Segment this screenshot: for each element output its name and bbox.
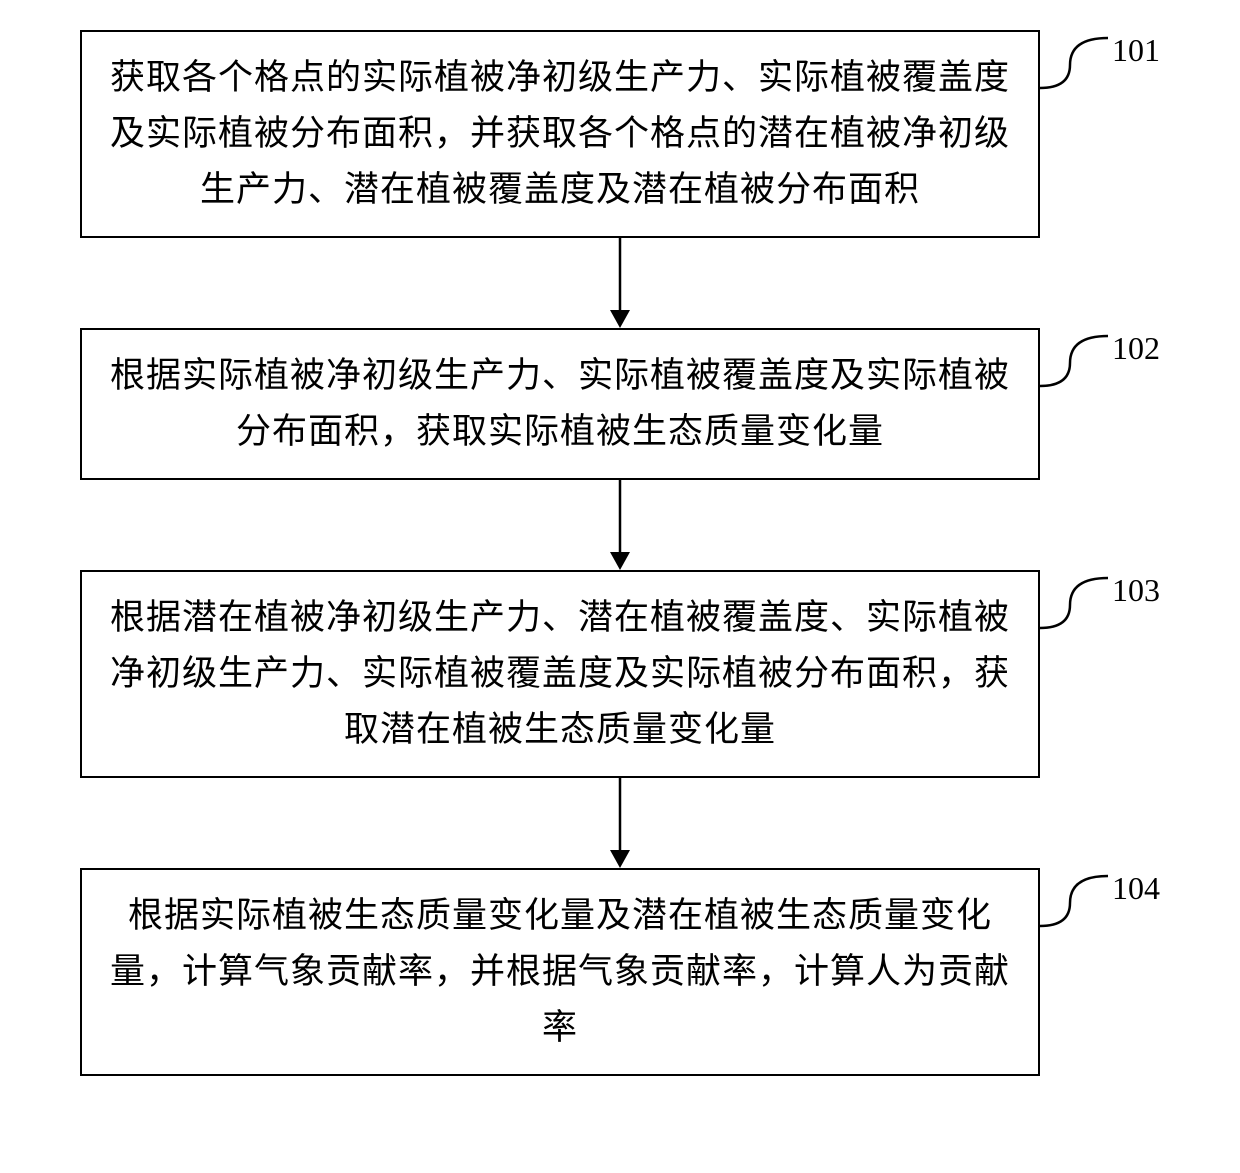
down-arrow-icon (600, 238, 640, 328)
step-text-103: 根据潜在植被净初级生产力、潜在植被覆盖度、实际植被净初级生产力、实际植被覆盖度及… (110, 590, 1010, 758)
bracket-group-102: 102 (1040, 328, 1160, 388)
flowchart-step-3: 根据潜在植被净初级生产力、潜在植被覆盖度、实际植被净初级生产力、实际植被覆盖度及… (80, 570, 1160, 778)
curly-bracket-icon (1040, 570, 1110, 630)
step-text-101: 获取各个格点的实际植被净初级生产力、实际植被覆盖度及实际植被分布面积，并获取各个… (110, 50, 1010, 218)
bracket-group-104: 104 (1040, 868, 1160, 928)
arrow-2 (140, 480, 1100, 570)
curly-bracket-icon (1040, 868, 1110, 928)
step-label-102: 102 (1110, 328, 1160, 367)
bracket-group-101: 101 (1040, 30, 1160, 90)
down-arrow-icon (600, 480, 640, 570)
down-arrow-icon (600, 778, 640, 868)
flowchart-step-2: 根据实际植被净初级生产力、实际植被覆盖度及实际植被分布面积，获取实际植被生态质量… (80, 328, 1160, 480)
curly-bracket-icon (1040, 328, 1110, 388)
step-label-104: 104 (1110, 868, 1160, 907)
step-text-102: 根据实际植被净初级生产力、实际植被覆盖度及实际植被分布面积，获取实际植被生态质量… (110, 348, 1010, 460)
step-box-101: 获取各个格点的实际植被净初级生产力、实际植被覆盖度及实际植被分布面积，并获取各个… (80, 30, 1040, 238)
flowchart-step-4: 根据实际植被生态质量变化量及潜在植被生态质量变化量，计算气象贡献率，并根据气象贡… (80, 868, 1160, 1076)
arrow-1 (140, 238, 1100, 328)
step-box-103: 根据潜在植被净初级生产力、潜在植被覆盖度、实际植被净初级生产力、实际植被覆盖度及… (80, 570, 1040, 778)
step-text-104: 根据实际植被生态质量变化量及潜在植被生态质量变化量，计算气象贡献率，并根据气象贡… (110, 888, 1010, 1056)
step-label-101: 101 (1110, 30, 1160, 69)
flowchart-container: 获取各个格点的实际植被净初级生产力、实际植被覆盖度及实际植被分布面积，并获取各个… (0, 30, 1240, 1076)
step-label-103: 103 (1110, 570, 1160, 609)
bracket-group-103: 103 (1040, 570, 1160, 630)
curly-bracket-icon (1040, 30, 1110, 90)
step-box-104: 根据实际植被生态质量变化量及潜在植被生态质量变化量，计算气象贡献率，并根据气象贡… (80, 868, 1040, 1076)
arrow-3 (140, 778, 1100, 868)
step-box-102: 根据实际植被净初级生产力、实际植被覆盖度及实际植被分布面积，获取实际植被生态质量… (80, 328, 1040, 480)
flowchart-step-1: 获取各个格点的实际植被净初级生产力、实际植被覆盖度及实际植被分布面积，并获取各个… (80, 30, 1160, 238)
